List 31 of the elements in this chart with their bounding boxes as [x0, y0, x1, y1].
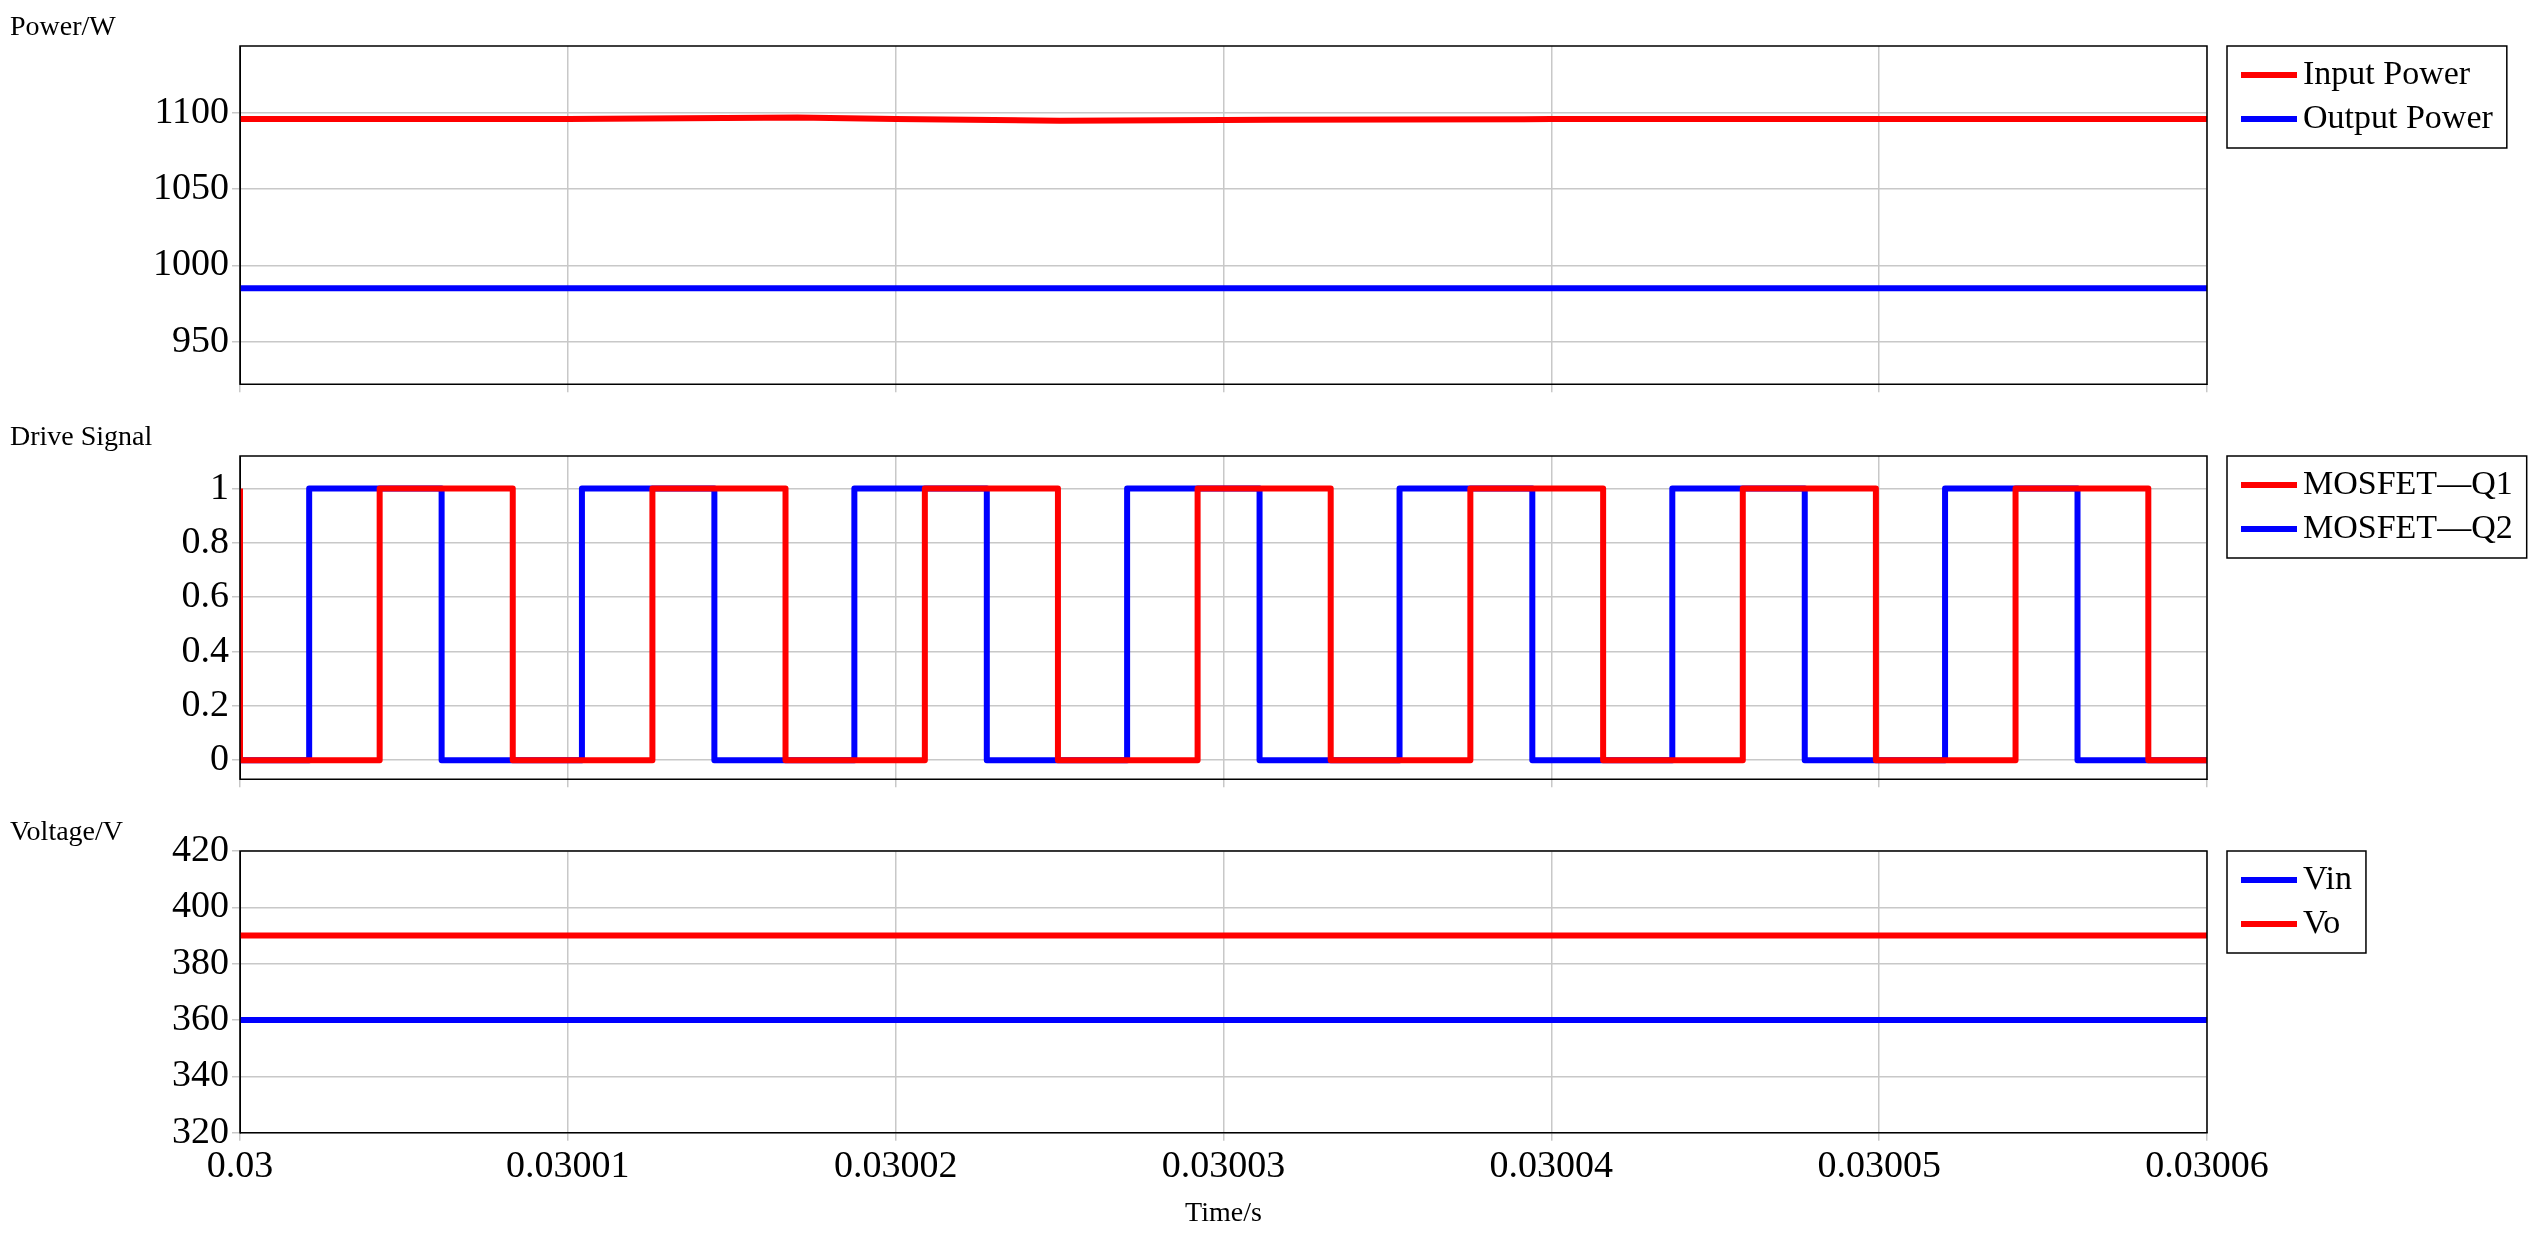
y-tick-label: 0.4 [181, 627, 229, 670]
y-tick-label: 420 [172, 826, 229, 869]
y-tick-label: 400 [172, 883, 229, 926]
y-tick-label: 0.6 [181, 573, 229, 616]
legend-label: MOSFET—Q2 [2303, 507, 2513, 545]
y-tick-label: 1 [210, 464, 229, 507]
y-axis-title: Drive Signal [10, 420, 153, 452]
legend-label: Output Power [2303, 97, 2494, 135]
x-tick-label: 0.03002 [833, 1142, 958, 1185]
x-tick-label: 0.03006 [2145, 1142, 2269, 1185]
y-tick-label: 340 [172, 1052, 229, 1095]
y-tick-label: 950 [172, 317, 229, 360]
y-tick-label: 360 [172, 996, 229, 1039]
y-tick-label: 1100 [154, 89, 229, 132]
x-tick-label: 0.03003 [1161, 1142, 1286, 1185]
y-tick-label: 0 [210, 736, 229, 779]
y-tick-label: 1050 [153, 165, 229, 208]
x-tick-label: 0.03005 [1817, 1142, 1941, 1185]
y-axis-title: Voltage/V [10, 815, 124, 847]
legend-label: Input Power [2303, 53, 2471, 91]
legend-label: Vo [2303, 902, 2341, 940]
x-axis-title: Time/s [1185, 1195, 1262, 1227]
y-tick-label: 1000 [153, 241, 229, 284]
y-tick-label: 380 [172, 939, 229, 982]
y-tick-label: 0.2 [181, 681, 229, 724]
y-tick-label: 0.8 [181, 518, 229, 561]
x-tick-label: 0.03001 [506, 1142, 630, 1185]
legend-label: Vin [2303, 858, 2352, 896]
y-axis-title: Power/W [10, 10, 117, 42]
legend-label: MOSFET—Q1 [2303, 463, 2513, 501]
x-tick-label: 0.03004 [1489, 1142, 1614, 1185]
